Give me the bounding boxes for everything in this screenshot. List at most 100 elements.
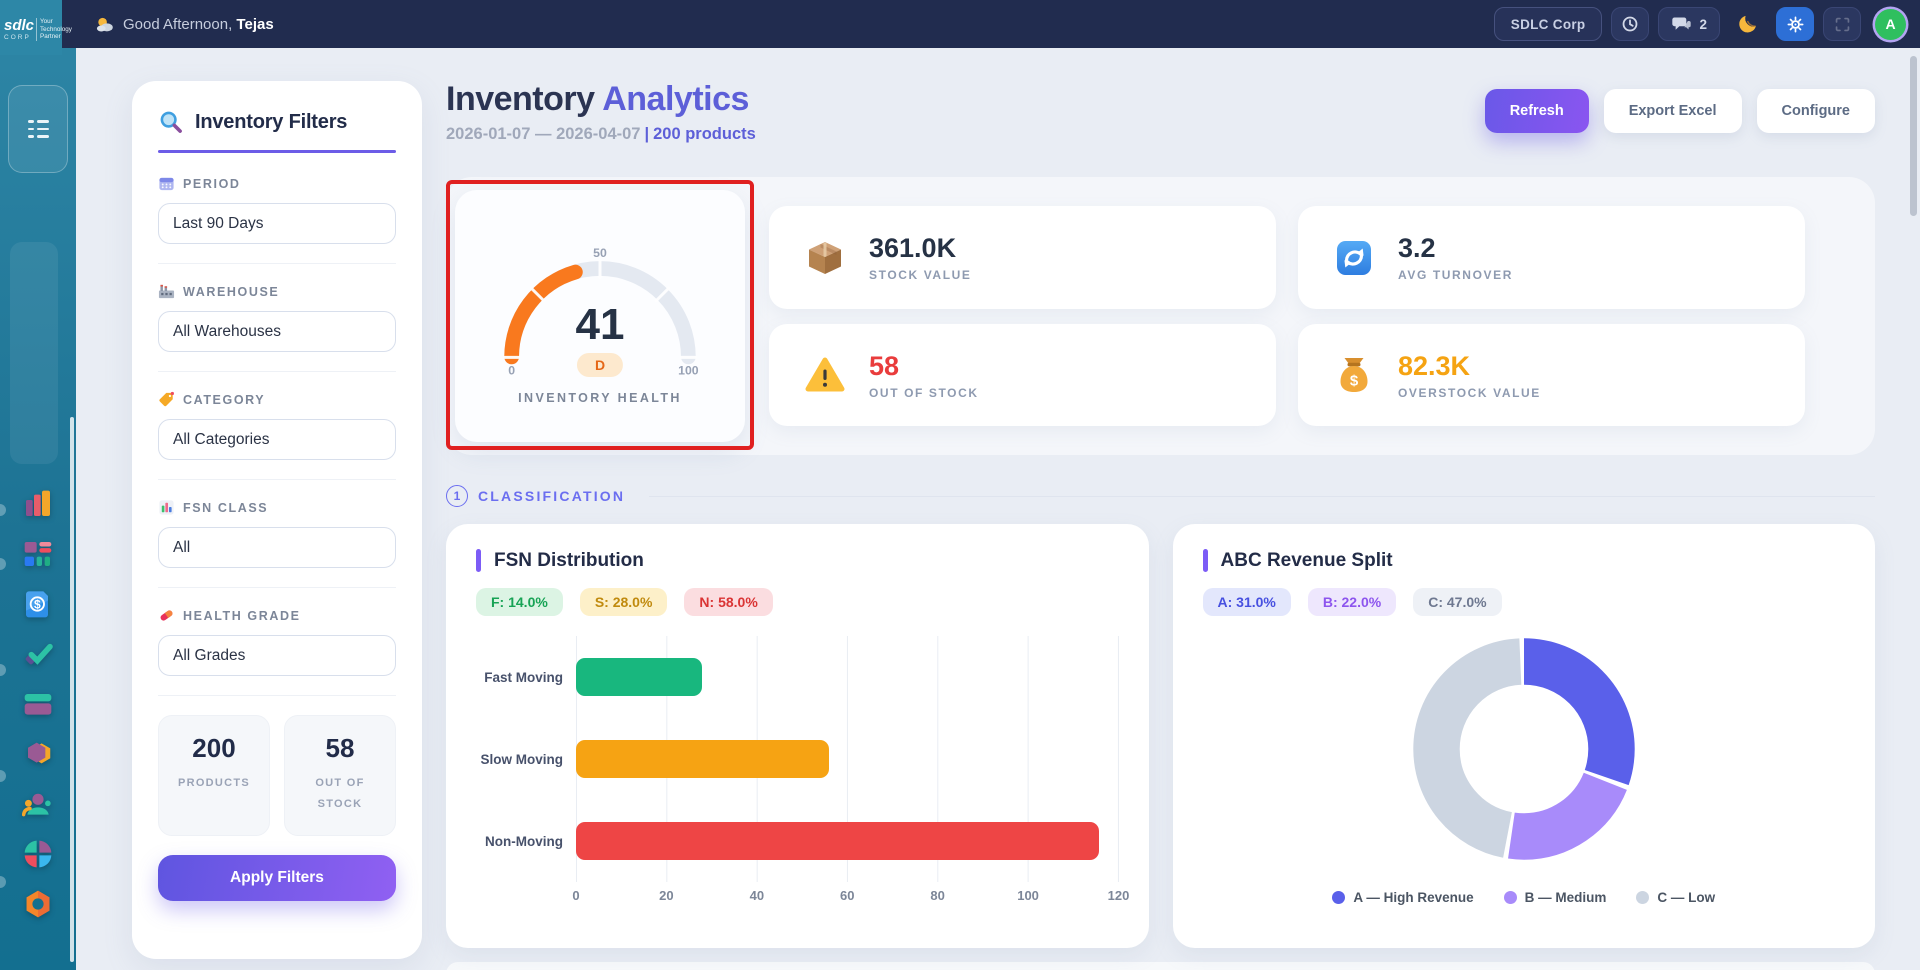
warning-icon	[805, 357, 845, 392]
abc-title: ABC Revenue Split	[1220, 549, 1393, 571]
filters-title: Inventory Filters	[195, 110, 348, 133]
page-scrollbar[interactable]	[1910, 52, 1918, 966]
weather-sun-cloud-icon	[96, 17, 113, 32]
kpi-label: OUT OF STOCK	[869, 385, 979, 400]
svg-text:$: $	[1350, 373, 1359, 390]
health-grade-select[interactable]: All Grades	[158, 635, 396, 676]
fsn-bar-chart: Fast Moving Slow Moving Non-Moving 0 20	[476, 636, 1129, 912]
gear-icon	[1787, 16, 1803, 32]
fullscreen-button[interactable]	[1823, 7, 1861, 41]
settings-button[interactable]	[1776, 7, 1814, 41]
company-button[interactable]: SDLC Corp	[1493, 7, 1603, 41]
category-select[interactable]: All Categories	[158, 419, 396, 460]
gauge-min-label: 0	[508, 364, 515, 378]
sidebar-app-credit-card-icon[interactable]	[21, 687, 55, 721]
fsn-badge-non: N: 58.0%	[684, 588, 773, 617]
chat-button[interactable]: 2	[1658, 7, 1720, 41]
axis-tick: 120	[1107, 888, 1130, 904]
kpi-card-avg-turnover: 3.2 AVG TURNOVER	[1298, 206, 1805, 309]
package-icon	[809, 241, 841, 274]
kpi-value: 58	[869, 350, 900, 381]
kpi-label: OVERSTOCK VALUE	[1398, 385, 1541, 400]
greeting-name: Tejas	[236, 15, 274, 33]
page-scrollbar-thumb[interactable]	[1910, 56, 1917, 216]
brand-logo[interactable]: sdlc CORP Your Technology Partner	[0, 0, 72, 55]
ghost-dot	[0, 770, 6, 782]
search-icon	[160, 111, 182, 133]
ghost-dot	[0, 876, 6, 888]
configure-button[interactable]: Configure	[1756, 89, 1875, 133]
gauge-grade-badge: D	[576, 353, 624, 378]
svg-text:$: $	[34, 597, 41, 611]
chat-badge: 2	[1699, 16, 1707, 32]
sidebar-app-invoice-dollar-icon[interactable]: $	[21, 587, 55, 621]
axis-tick: 60	[840, 888, 855, 904]
filter-label-health-grade: HEALTH GRADE	[183, 608, 301, 623]
fsn-title: FSN Distribution	[494, 549, 644, 571]
abc-badge-b: B: 22.0%	[1307, 588, 1397, 617]
sidebar-app-hexagon-box-icon[interactable]	[21, 737, 55, 771]
sidebar-apps: $	[0, 487, 76, 921]
subtitle-separator: |	[644, 125, 650, 144]
sidebar-app-pie-chart-icon[interactable]	[21, 837, 55, 871]
divider	[158, 479, 396, 480]
kpi-card-stock-value: 361.0K STOCK VALUE	[769, 206, 1276, 309]
accent-bar	[1202, 549, 1208, 573]
products-count: 200 products	[653, 125, 756, 144]
money-bag-icon: $	[1340, 358, 1368, 393]
abc-badge-a: A: 31.0%	[1202, 588, 1291, 617]
fsn-distribution-card: FSN Distribution F: 14.0% S: 28.0% N: 58…	[446, 524, 1149, 949]
kpi-value: 82.3K	[1398, 350, 1471, 381]
stat-products-label: PRODUCTS	[177, 777, 251, 789]
export-excel-button[interactable]: Export Excel	[1603, 89, 1742, 133]
sidebar-app-modules-grid-icon[interactable]	[21, 537, 55, 571]
filter-label-category: CATEGORY	[183, 392, 266, 407]
logo-sub: CORP	[4, 34, 31, 41]
fsn-category-label: Non-Moving	[485, 833, 563, 849]
clock-button[interactable]	[1611, 7, 1650, 41]
tag-icon	[159, 391, 174, 407]
logo-tagline: Your Technology Partner	[36, 17, 72, 42]
cycle-icon	[1337, 240, 1371, 275]
user-avatar[interactable]: A	[1875, 8, 1906, 40]
stat-products-value: 200	[192, 733, 236, 763]
warehouse-select[interactable]: All Warehouses	[158, 311, 396, 352]
kpi-card-overstock-value: $ 82.3K OVERSTOCK VALUE	[1298, 323, 1805, 427]
legend-label: C — Low	[1657, 890, 1716, 906]
gauge-progress	[504, 261, 696, 365]
fsn-bar	[576, 740, 829, 779]
fsn-plot-area	[576, 636, 1119, 883]
fsn-bar	[576, 658, 703, 697]
sidebar: $	[0, 0, 76, 970]
sidebar-app-bar-chart-icon[interactable]	[21, 487, 55, 521]
legend-label: B — Medium	[1524, 890, 1607, 906]
greeting: Good Afternoon, Tejas	[95, 15, 274, 34]
sidebar-app-donut-ring-icon[interactable]	[21, 887, 55, 921]
factory-icon	[158, 284, 175, 299]
axis-tick: 20	[659, 888, 674, 904]
sidebar-app-check-tasks-icon[interactable]	[21, 637, 55, 671]
axis-tick: 100	[1017, 888, 1039, 904]
fsn-badge-slow: S: 28.0%	[579, 588, 668, 617]
kpi-label: STOCK VALUE	[869, 268, 972, 283]
ghost-dot	[0, 664, 6, 676]
clock-icon	[1623, 16, 1638, 32]
theme-moon-button[interactable]	[1729, 7, 1767, 41]
refresh-button[interactable]: Refresh	[1484, 89, 1589, 133]
classification-number-icon: 1	[446, 485, 468, 508]
menu-button[interactable]	[8, 85, 68, 173]
axis-tick: 0	[572, 888, 580, 904]
abc-revenue-split-card: ABC Revenue Split A: 31.0% B: 22.0% C: 4…	[1172, 524, 1875, 949]
mini-bars-icon	[159, 500, 174, 515]
period-select[interactable]: Last 90 Days	[158, 203, 396, 244]
kpi-label: AVG TURNOVER	[1398, 268, 1513, 283]
sidebar-app-team-users-icon[interactable]	[21, 787, 55, 821]
fsn-x-axis: 0 20 40 60 80 100 120	[572, 888, 1129, 912]
apply-filters-button[interactable]: Apply Filters	[158, 854, 396, 901]
fsn-class-select[interactable]: All	[158, 527, 396, 568]
gauge-chart: 50 0 100	[503, 246, 699, 378]
divider	[158, 695, 396, 696]
moon-icon	[1739, 15, 1756, 33]
sidebar-scrollbar[interactable]	[70, 417, 74, 962]
filter-label-fsn-class: FSN CLASS	[183, 500, 269, 515]
